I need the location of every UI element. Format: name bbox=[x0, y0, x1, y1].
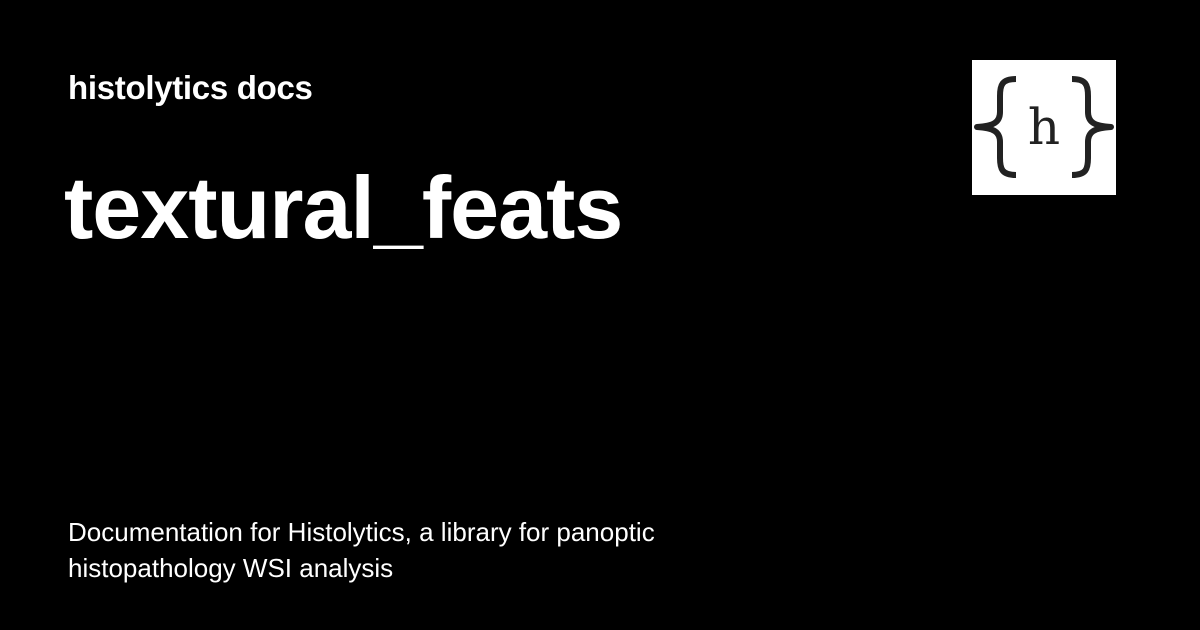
site-name: histolytics docs bbox=[68, 69, 313, 106]
left-brace-icon bbox=[974, 76, 1017, 178]
logo-glyph: h bbox=[1028, 98, 1060, 156]
right-brace-icon bbox=[1071, 76, 1114, 178]
logo-icon: h bbox=[972, 60, 1116, 195]
page-title: textural_feats bbox=[64, 158, 623, 257]
page-description: Documentation for Histolytics, a library… bbox=[68, 517, 655, 583]
